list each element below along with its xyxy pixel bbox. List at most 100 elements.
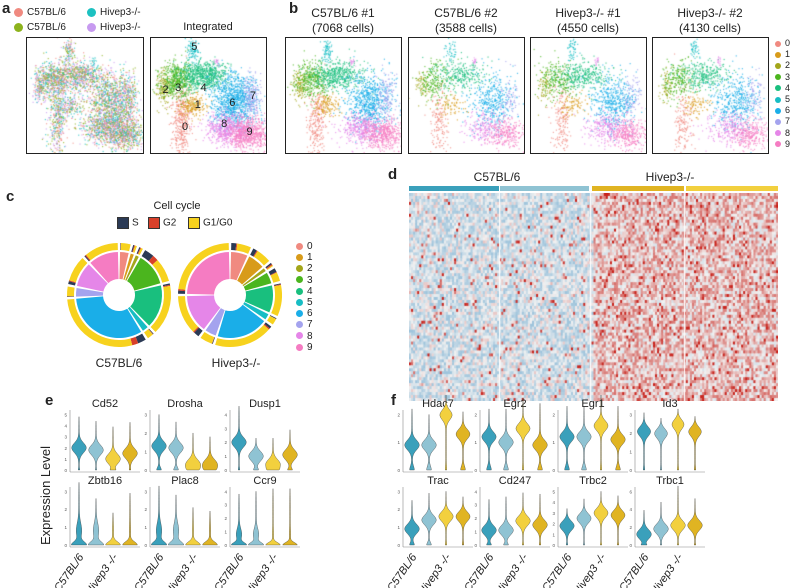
legend-label: 4 [785, 82, 791, 93]
dot-icon [775, 74, 781, 81]
heatmap-sample-bar [409, 186, 499, 191]
violin-shape [481, 408, 497, 471]
donut-cycle-segment [269, 315, 277, 319]
donut-cycle-segment [144, 329, 153, 339]
violin-y-tick: 2 [224, 516, 227, 521]
legend-label: 7 [307, 319, 313, 331]
violin-y-tick: 0 [397, 543, 400, 548]
legend-label: 0 [785, 38, 791, 48]
violin-shape [105, 512, 121, 546]
violin-y-tick: 2 [552, 412, 555, 417]
violin-y-tick: 2 [552, 522, 555, 527]
violin-y-tick: 1 [224, 530, 227, 535]
donut-cluster-slice [127, 306, 148, 331]
donut-cycle-segment [236, 243, 251, 254]
sample-title: Hivep3-/- #2 [677, 6, 743, 20]
cluster-legend-item: 9 [296, 342, 313, 353]
donut-cycle-segment [265, 262, 272, 269]
violin-y-tick: 0 [64, 468, 67, 473]
legend-label: 5 [307, 297, 313, 308]
donut-cycle-segment [270, 271, 277, 276]
violin-shape [122, 493, 138, 546]
panel-letter-a: a [2, 0, 11, 17]
violin-shape [230, 493, 248, 546]
violin-plots: Cd52 0 1 2 3 4 5 Drosha 0 1 2 3 Dusp1 0 1 2 3 4 Zbtb16 0 1 2 3… [52, 395, 705, 588]
dot-icon [296, 254, 303, 262]
dot-icon [87, 7, 96, 17]
dot-icon [775, 119, 781, 126]
dot-icon [775, 141, 781, 148]
violin-y-tick: 4 [629, 507, 632, 512]
donut-cycle-segment [120, 243, 121, 251]
dot-icon [775, 107, 781, 114]
legend-c57-1: C57BL/6 [14, 7, 66, 18]
heatmap-group-c57: C57BL/6 [473, 170, 521, 184]
dot-icon [296, 242, 303, 250]
donut-cycle-segment [193, 326, 199, 333]
violin-y-tick: 4 [64, 424, 67, 429]
donut-cycle-segment [178, 296, 199, 332]
violin-y-tick: 0 [397, 468, 400, 473]
donut-cycle-segment [69, 257, 88, 283]
donut-cycle-segment [264, 322, 272, 329]
violin-y-tick: 1 [64, 457, 67, 462]
heatmap-sample-bar [686, 186, 778, 191]
heatmap-cells [409, 193, 778, 401]
donut-cycle-segment [132, 245, 137, 253]
violin-y-tick: 3 [629, 412, 632, 417]
violin-shape [202, 436, 218, 471]
cluster-number-label: 8 [221, 118, 228, 131]
violin-shape [498, 496, 514, 546]
violin-gene-title: Ccr9 [253, 475, 276, 487]
violin-y-tick: 4 [224, 489, 227, 494]
violin-group-label: Hivep3 -/- [571, 552, 608, 588]
violin-y-tick: 1 [474, 440, 477, 445]
donut-cycle-segment [269, 315, 277, 320]
heatmap-sample-bar [592, 186, 684, 191]
umap-sample-overlay [26, 37, 144, 154]
violin-y-tick: 6 [629, 489, 632, 494]
violin-shape [559, 406, 575, 471]
violin-y-tick: 3 [144, 412, 147, 417]
violin-y-tick: 0 [144, 468, 147, 473]
legend-label: Hivep3-/- [100, 22, 141, 33]
legend-c57-2: C57BL/6 [14, 22, 66, 33]
donut-cycle-segment [200, 332, 215, 344]
violin-shape [168, 421, 184, 471]
violin-gene-title: Trac [427, 475, 449, 487]
donut-cycle-segment [162, 283, 171, 287]
legend-label: Hivep3-/- [100, 7, 141, 18]
violin-y-tick: 1 [144, 449, 147, 454]
donut-cycle-segment [194, 327, 203, 337]
donut-cluster-slice [75, 288, 104, 297]
violin-shape [404, 500, 420, 546]
violin-shape [88, 421, 104, 471]
violin-shape [404, 408, 420, 471]
violin-gene-title: Egr1 [581, 398, 604, 410]
violin-shape [282, 429, 298, 471]
violin-y-tick: 0 [629, 543, 632, 548]
violin-group-label: C57BL/6 [52, 551, 87, 588]
violin-shape [185, 432, 201, 471]
dot-icon [296, 310, 303, 318]
donut-cluster-slice [205, 308, 225, 336]
legend-label: 1 [785, 49, 791, 60]
violin-shape [455, 411, 471, 471]
violin-y-tick: 0 [552, 468, 555, 473]
dot-icon [296, 332, 303, 340]
violin-y-tick: 1 [397, 440, 400, 445]
sample-cell-count: (4550 cells) [556, 21, 620, 35]
donut-cycle-segment [152, 260, 170, 283]
cluster-legend-item: 5 [775, 94, 790, 104]
violin-y-tick: 3 [552, 511, 555, 516]
violin-y-tick: 2 [397, 507, 400, 512]
violin-y-tick: 1 [552, 440, 555, 445]
donut-cycle-segment [253, 250, 258, 257]
donut-cycle-segment [85, 254, 91, 261]
umap-points [409, 38, 524, 153]
violin-shape [671, 408, 685, 471]
donut-cycle-segment [67, 298, 133, 347]
violin-y-tick: 2 [629, 525, 632, 530]
violin-y-tick: 5 [552, 489, 555, 494]
